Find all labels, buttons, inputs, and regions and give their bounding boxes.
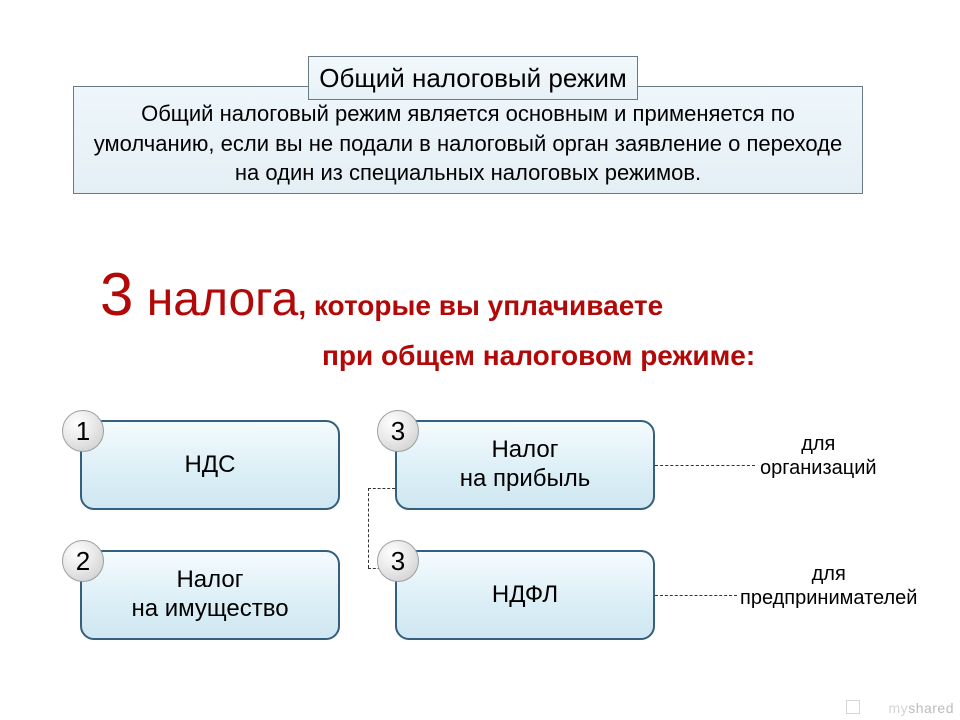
side-label-org-l2: организаций [760, 457, 877, 479]
watermark: myshared [889, 700, 954, 716]
title-text: Общий налоговый режим [319, 63, 627, 94]
side-label-ip: для предпринимателей [740, 562, 917, 610]
connector-h-org [655, 465, 755, 466]
num-text: 2 [76, 546, 90, 577]
num-text: 3 [391, 546, 405, 577]
tax-box-nds: НДС [80, 420, 340, 510]
watermark-box-icon [846, 700, 860, 714]
side-label-org: для организаций [760, 432, 877, 480]
headline-word: налога [147, 273, 299, 326]
tax-box-profit: Налогна прибыль [395, 420, 655, 510]
description-box: Общий налоговый режим является основным … [73, 86, 863, 194]
slide-canvas: Общий налоговый режим является основным … [0, 0, 960, 720]
tax-box-property: Налогна имущество [80, 550, 340, 640]
tax-label: Налогна прибыль [460, 436, 591, 494]
side-label-ip-l1: для [812, 563, 846, 585]
tax-label: Налогна имущество [131, 566, 288, 624]
description-text: Общий налоговый режим является основным … [94, 101, 842, 185]
num-circle-1: 1 [62, 410, 104, 452]
side-label-org-l1: для [801, 433, 835, 455]
tax-label: НДФЛ [492, 581, 558, 610]
watermark-prefix: my [889, 700, 909, 716]
watermark-suffix: shared [908, 700, 954, 716]
connector-h-top [368, 488, 395, 489]
side-label-ip-l2: предпринимателей [740, 587, 917, 609]
headline-line1: 3 налога, которые вы уплачиваете [100, 260, 900, 329]
headline-line2: при общем налоговом режиме: [322, 340, 755, 372]
headline-number: 3 [100, 261, 133, 328]
num-text: 3 [391, 416, 405, 447]
title-tab: Общий налоговый режим [308, 56, 638, 100]
num-circle-2: 2 [62, 540, 104, 582]
connector-h-ip [655, 595, 737, 596]
num-circle-3a: 3 [377, 410, 419, 452]
num-text: 1 [76, 416, 90, 447]
connector-v-left [368, 488, 369, 568]
tax-label: НДС [185, 451, 236, 480]
headline-rest1: , которые вы уплачиваете [298, 290, 663, 321]
num-circle-3b: 3 [377, 540, 419, 582]
tax-box-ndfl: НДФЛ [395, 550, 655, 640]
